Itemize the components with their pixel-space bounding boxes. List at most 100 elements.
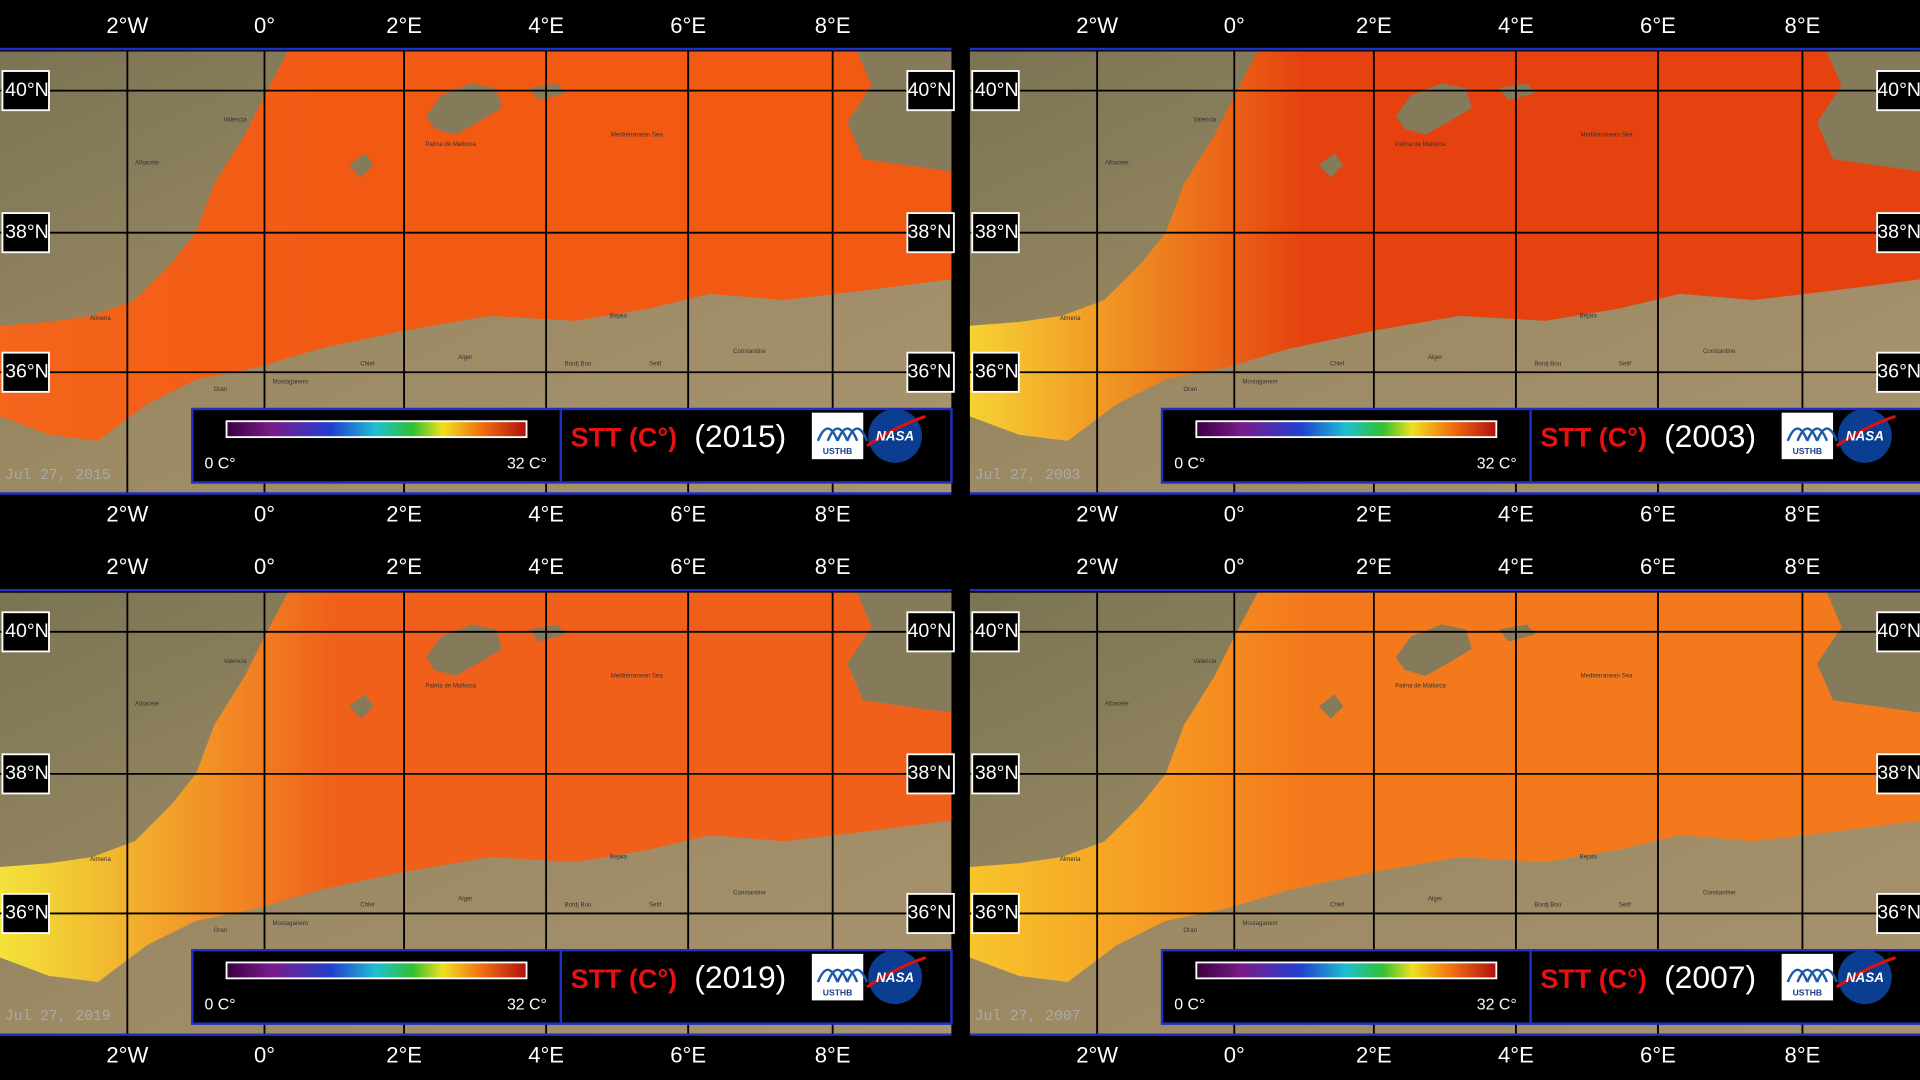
sea	[0, 592, 952, 983]
lat-label: 40°N	[1877, 79, 1920, 101]
lon-label-top: 8°E	[815, 554, 851, 579]
nasa-swoosh	[866, 956, 927, 989]
usthb-arc	[846, 968, 869, 983]
date-stamp: Jul 27, 2003	[975, 468, 1081, 484]
place-label: Albacete	[1105, 701, 1129, 708]
usthb-arc	[836, 427, 859, 442]
bottom-strip	[0, 495, 952, 536]
lon-label-bottom: 8°E	[1785, 1043, 1821, 1068]
place-label: Albacete	[135, 701, 159, 708]
year-label: (2015)	[694, 418, 786, 454]
map-panel: Valencia Palma de Mallorca Mediterranean S…	[969, 541, 1920, 1077]
usthb-arc	[846, 427, 869, 442]
lon-label-bottom: 8°E	[1785, 501, 1821, 526]
island	[1395, 83, 1472, 135]
island	[528, 83, 566, 101]
place-label: Albacete	[1105, 159, 1129, 166]
place-label: Palma de Mallorca	[1395, 682, 1446, 689]
place-label: Setif	[1619, 902, 1632, 909]
lon-label-top: 0°	[254, 13, 275, 38]
lat-box	[1876, 212, 1920, 254]
place-label: Valencia	[1193, 658, 1217, 665]
place-label: Oran	[214, 386, 228, 393]
place-label: Palma de Mallorca	[425, 141, 476, 148]
sea	[0, 51, 952, 441]
lat-box	[1, 212, 50, 254]
place-label: Chlef	[360, 902, 375, 909]
lat-label: 40°N	[5, 620, 49, 642]
lon-label-top: 2°E	[386, 554, 422, 579]
place-label: Setif	[649, 360, 662, 367]
lon-label-bottom: 2°E	[386, 1043, 422, 1068]
island	[348, 153, 374, 178]
nasa-swoosh	[1835, 956, 1896, 989]
lat-box	[1876, 611, 1920, 653]
lon-label-bottom: 0°	[254, 1043, 275, 1068]
lat-label: 38°N	[5, 221, 49, 243]
lat-box	[1876, 892, 1920, 934]
colorbar-min: 0 C°	[204, 997, 235, 1014]
island	[1498, 83, 1536, 101]
lon-label-top: 2°E	[1356, 13, 1392, 38]
date-stamp: Jul 27, 2019	[5, 1009, 111, 1025]
top-strip	[0, 0, 952, 49]
date-stamp: Jul 27, 2007	[975, 1009, 1081, 1025]
nasa-swoosh	[1835, 414, 1896, 447]
year-label: (2019)	[694, 959, 786, 995]
colorbar-max: 32 C°	[1477, 455, 1517, 472]
nasa-text: NASA	[1846, 429, 1884, 444]
lon-label-bottom: 2°E	[386, 501, 422, 526]
island	[426, 83, 503, 135]
place-label: Setif	[1619, 360, 1632, 367]
place-label: Mostaganem	[273, 379, 308, 386]
lon-label-bottom: 8°E	[815, 501, 851, 526]
island	[348, 694, 374, 719]
usthb-arc	[826, 427, 849, 442]
lon-label-bottom: 2°W	[1076, 1043, 1118, 1068]
lon-label-top: 2°E	[1356, 554, 1392, 579]
colorbar-min: 0 C°	[1174, 455, 1205, 472]
lat-label: 36°N	[908, 902, 952, 924]
lat-label: 36°N	[1877, 360, 1920, 382]
lat-box	[906, 212, 955, 254]
place-label: Albacete	[135, 159, 159, 166]
usthb-arc	[836, 968, 859, 983]
lon-label-top: 2°W	[1076, 13, 1118, 38]
map-panel: Valencia Palma de Mallorca Mediterranean S…	[0, 0, 955, 536]
place-label: Bordj Bou	[565, 360, 592, 367]
island	[1318, 153, 1344, 178]
lon-label-bottom: 0°	[1224, 1043, 1245, 1068]
lon-label-top: 8°E	[1785, 554, 1821, 579]
lat-box	[906, 892, 955, 934]
sea	[969, 592, 1920, 983]
lon-label-top: 6°E	[670, 554, 706, 579]
nasa-text: NASA	[876, 429, 914, 444]
lon-label-top: 0°	[1224, 13, 1245, 38]
place-label: Mediterranean Sea	[611, 673, 664, 680]
lat-box	[971, 351, 1020, 393]
place-label: Mediterranean Sea	[611, 131, 664, 138]
usthb-arc	[1816, 968, 1838, 983]
nasa-text: NASA	[1846, 970, 1884, 985]
island	[1395, 624, 1472, 676]
usthb-arc	[1796, 427, 1819, 442]
map-panel: Valencia Palma de Mallorca Mediterranean S…	[0, 541, 955, 1077]
lat-box	[906, 70, 955, 112]
place-label: Mostaganem	[1242, 379, 1277, 386]
legend-title: STT (C°)	[571, 423, 677, 453]
place-label: Bejaia	[1580, 854, 1598, 861]
lon-label-bottom: 0°	[254, 501, 275, 526]
lat-box	[971, 212, 1020, 254]
lon-label-top: 2°W	[106, 554, 148, 579]
lon-label-bottom: 2°E	[1356, 1043, 1392, 1068]
place-label: Almeria	[1060, 856, 1081, 863]
place-label: Constantine	[1703, 889, 1736, 896]
colorbar-min: 0 C°	[204, 455, 235, 472]
lat-box	[906, 351, 955, 393]
lon-label-top: 8°E	[815, 13, 851, 38]
usthb-arc	[1786, 968, 1809, 983]
colorbar	[225, 961, 528, 980]
lon-label-bottom: 6°E	[1640, 1043, 1676, 1068]
place-label: Valencia	[224, 117, 248, 124]
lon-label-top: 4°E	[1498, 13, 1534, 38]
